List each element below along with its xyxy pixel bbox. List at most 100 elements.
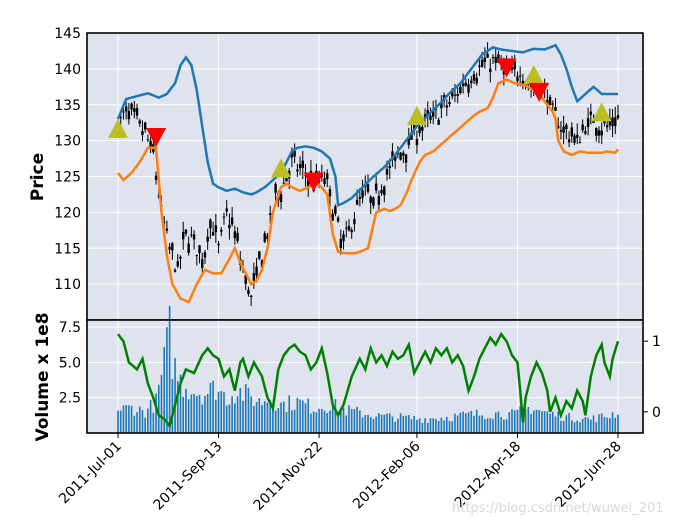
candle-body — [138, 120, 141, 124]
volume-bar — [549, 413, 551, 433]
candle-body — [345, 227, 348, 229]
volume-bar — [571, 420, 573, 433]
volume-bar — [421, 422, 424, 433]
volume-bar — [568, 412, 570, 433]
volume-bar — [348, 405, 350, 433]
candle-body — [342, 234, 345, 242]
volume-bar — [426, 422, 429, 433]
volume-bar — [117, 410, 119, 433]
volume-bar — [456, 415, 459, 433]
volume-bar — [242, 400, 244, 433]
volume-right-tick-label: 0 — [652, 405, 661, 421]
volume-bar — [383, 414, 386, 433]
volume-bar — [220, 391, 223, 433]
candle-body — [206, 236, 209, 242]
candle-body — [518, 75, 522, 77]
candle-body — [130, 103, 133, 110]
candle-body — [247, 289, 250, 295]
volume-bar — [454, 413, 456, 433]
volume-bar — [239, 388, 242, 433]
volume-bar — [364, 415, 367, 433]
candle-body — [182, 231, 185, 240]
volume-bar — [459, 412, 462, 433]
candle-body — [521, 80, 525, 85]
candle-body — [429, 115, 432, 120]
candle-body — [418, 126, 421, 133]
volume-bar — [340, 408, 342, 433]
candle-body — [143, 122, 147, 130]
volume-bar — [560, 420, 562, 433]
candle-body — [347, 226, 351, 231]
volume-bar — [160, 374, 163, 433]
volume-bar — [130, 405, 133, 433]
volume-bar — [500, 417, 502, 433]
candle-body — [377, 196, 381, 205]
candle-body — [410, 132, 413, 140]
volume-bar — [182, 396, 185, 433]
volume-bar — [361, 417, 364, 433]
volume-bar — [465, 413, 467, 433]
volume-bar — [369, 417, 372, 433]
volume-bar — [266, 402, 269, 433]
volume-bar — [513, 410, 516, 433]
volume-bar — [282, 401, 285, 433]
volume-bar — [541, 411, 543, 433]
volume-bar — [304, 403, 307, 433]
candle-body — [336, 217, 340, 222]
volume-bar — [272, 405, 274, 433]
candle-body — [331, 213, 334, 221]
volume-bar — [516, 409, 519, 433]
candle-body — [470, 80, 473, 84]
volume-bar — [584, 417, 587, 433]
volume-bar — [557, 411, 560, 433]
x-tick-label: 2011-Nov-22 — [251, 439, 326, 514]
volume-bar — [432, 418, 435, 433]
candle-body — [554, 107, 557, 111]
candle-body — [489, 68, 492, 73]
volume-y-axis-label: Volume x 1e8 — [33, 312, 53, 441]
volume-bar — [475, 409, 478, 433]
volume-bar — [277, 408, 280, 433]
volume-bar — [440, 417, 443, 433]
candle-body — [445, 105, 449, 108]
candle-body — [326, 173, 329, 180]
volume-bar — [321, 408, 323, 433]
volume-y-ticks: 2.5 5.0 7.5 — [59, 320, 81, 407]
buy-signal-marker — [271, 158, 292, 178]
candle-body — [421, 126, 424, 131]
candle-body — [440, 102, 443, 109]
candle-body — [168, 246, 171, 250]
candle-body — [307, 178, 310, 187]
volume-bar — [125, 405, 127, 433]
volume-bar — [255, 402, 258, 433]
price-y-tick-label: 125 — [54, 170, 81, 186]
candle-body — [600, 130, 603, 136]
candle-body — [184, 229, 188, 234]
volume-bar — [353, 408, 356, 433]
candle-body — [263, 233, 266, 242]
candle-body — [486, 53, 489, 58]
volume-bar — [204, 395, 206, 433]
price-y-tick-label: 140 — [54, 62, 81, 78]
x-tick-label: 2012-Jun-28 — [553, 439, 625, 511]
price-y-tick-label: 135 — [54, 98, 81, 114]
candle-body — [459, 86, 462, 94]
candle-body — [328, 189, 332, 197]
volume-bar — [394, 421, 396, 433]
volume-bar — [209, 382, 212, 433]
upper-band-line — [116, 43, 618, 207]
candle-body — [426, 110, 429, 116]
candle-body — [149, 140, 152, 150]
volume-bar — [448, 420, 451, 433]
volume-bar — [307, 398, 310, 433]
candle-body — [358, 197, 362, 199]
volume-bar — [201, 404, 204, 433]
candle-body — [551, 103, 554, 105]
candle-body — [578, 142, 582, 144]
x-tick-label: 2012-Feb-06 — [350, 438, 424, 512]
volume-bar — [174, 358, 176, 433]
candle-body — [472, 74, 476, 81]
volume-bar — [603, 417, 606, 433]
candle-body — [597, 130, 601, 136]
volume-bar — [155, 393, 157, 433]
